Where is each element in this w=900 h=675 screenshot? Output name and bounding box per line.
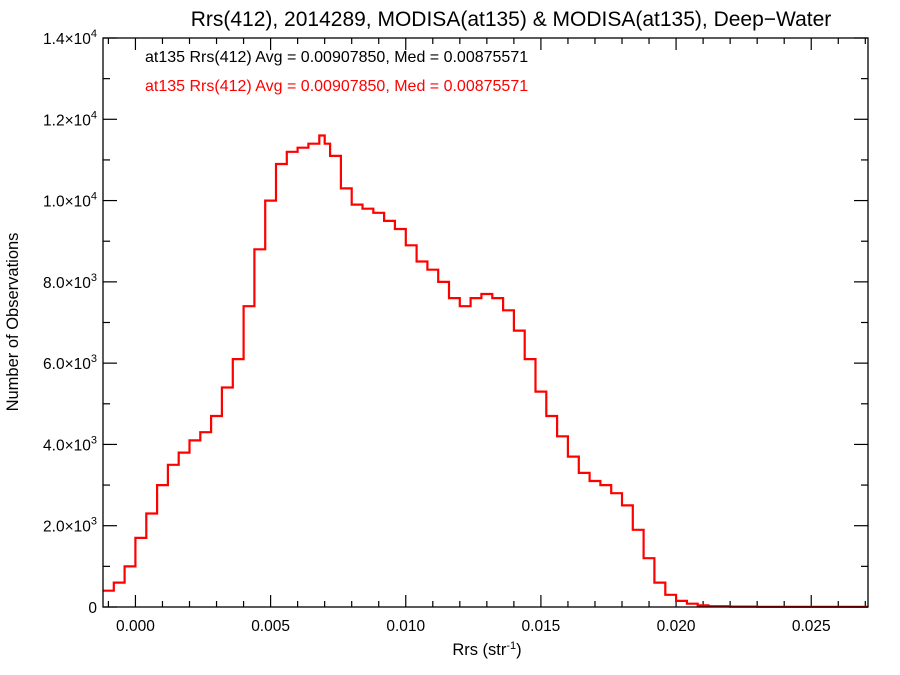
x-tick-label: 0.020 — [657, 618, 696, 635]
series-layer — [103, 134, 868, 608]
annotation-line-2: at135 Rrs(412) Avg = 0.00907850, Med = 0… — [145, 78, 528, 95]
annotation-line-1: at135 Rrs(412) Avg = 0.00907850, Med = 0… — [145, 49, 528, 66]
x-tick-label: 0.025 — [792, 618, 831, 635]
y-tick-label: 2.0×103 — [43, 516, 97, 536]
x-tick-label: 0.005 — [251, 618, 290, 635]
tick-labels: 0.000 0.005 0.010 0.015 0.020 0.025 0 2.0×103 4.… — [43, 28, 831, 635]
x-axis-label: Rrs (str-1) — [452, 640, 521, 659]
y-tick-label: 1.4×104 — [43, 28, 97, 48]
y-tick-label: 4.0×103 — [43, 434, 97, 454]
series-0-histogram-line — [103, 134, 868, 608]
y-tick-label: 0 — [88, 600, 97, 617]
x-tick-label: 0.010 — [386, 618, 425, 635]
plot-frame — [102, 37, 869, 608]
chart-title: Rrs(412), 2014289, MODISA(at135) & MODIS… — [191, 8, 832, 31]
y-tick-label: 1.2×104 — [43, 109, 97, 129]
y-tick-label: 6.0×103 — [43, 353, 97, 373]
x-tick-label: 0.000 — [116, 618, 155, 635]
axis-ticks — [103, 37, 868, 608]
y-tick-label: 1.0×104 — [43, 191, 97, 211]
x-tick-label: 0.015 — [522, 618, 561, 635]
y-axis-label: Number of Observations — [4, 233, 22, 412]
y-tick-label: 8.0×103 — [43, 272, 97, 292]
